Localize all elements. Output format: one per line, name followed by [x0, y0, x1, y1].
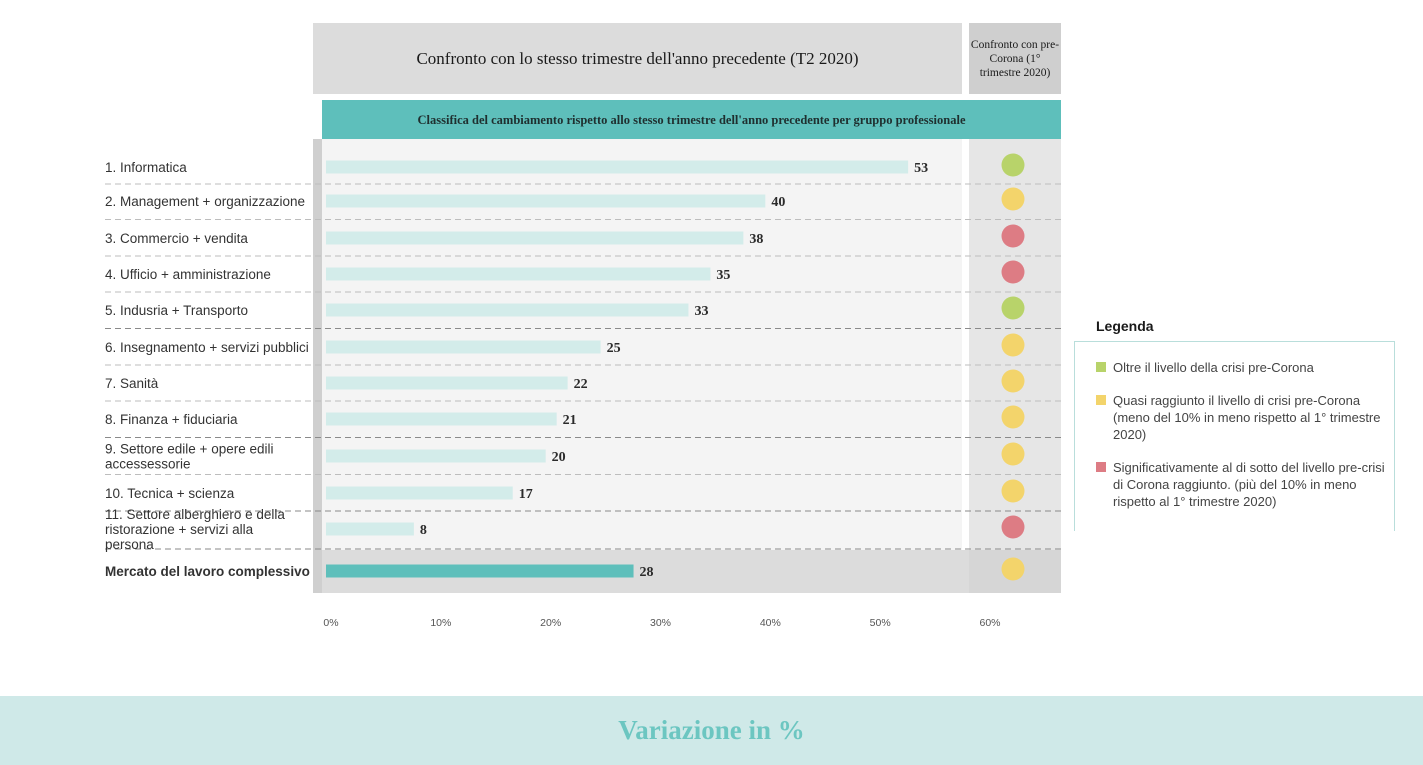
- data-label: 40: [771, 195, 785, 210]
- status-dot: [1001, 333, 1025, 357]
- category-label: 1. Informatica: [105, 160, 187, 175]
- data-label: 35: [716, 268, 730, 283]
- category-label: 11. Settore alberghiero e della ristorazi…: [105, 507, 285, 552]
- category-label: 5. Indusria + Transporto: [105, 303, 248, 318]
- total-label: Mercato del lavoro complessivo: [105, 564, 310, 579]
- status-dot: [1001, 187, 1025, 211]
- x-tick-label: 40%: [760, 617, 781, 629]
- category-label: 10. Tecnica + scienza: [105, 486, 235, 501]
- legend-text: Significativamente al di sotto del livel…: [1113, 460, 1385, 509]
- x-axis-title-band: Variazione in %: [0, 696, 1423, 765]
- x-tick-label: 60%: [979, 617, 1000, 629]
- y-axis-line: [313, 139, 322, 593]
- legend-box: [1074, 341, 1395, 531]
- x-tick-label: 0%: [323, 617, 338, 629]
- bar: [326, 160, 909, 174]
- bar: [326, 340, 601, 354]
- legend-swatch-yellow: [1096, 395, 1106, 405]
- data-label: 17: [519, 487, 533, 502]
- bar: [326, 412, 557, 426]
- bar: [326, 486, 513, 500]
- status-dot: [1001, 557, 1025, 581]
- x-tick-label: 10%: [430, 617, 451, 629]
- x-tick-label: 50%: [870, 617, 891, 629]
- category-label: 2. Management + organizzazione: [105, 194, 305, 209]
- legend-item-yellow: Quasi raggiunto il livello di crisi pre-…: [1096, 392, 1398, 443]
- total-bar: [326, 564, 634, 578]
- chart-subtitle: Classifica del cambiamento rispetto allo…: [322, 100, 1061, 139]
- legend-item-green: Oltre il livello della crisi pre-Corona: [1096, 359, 1398, 376]
- data-label: 28: [640, 565, 654, 580]
- data-label: 20: [552, 450, 566, 465]
- bar: [326, 194, 766, 208]
- bar: [326, 522, 414, 536]
- x-tick-label: 30%: [650, 617, 671, 629]
- x-axis-title: Variazione in %: [618, 715, 805, 745]
- chart-title: Confronto con lo stesso trimestre dell'a…: [313, 23, 962, 94]
- data-label: 22: [574, 377, 588, 392]
- legend-text: Oltre il livello della crisi pre-Corona: [1113, 360, 1314, 375]
- category-label: 3. Commercio + vendita: [105, 231, 248, 246]
- data-label: 21: [563, 413, 577, 428]
- data-label: 25: [607, 341, 621, 356]
- category-label: 6. Insegnamento + servizi pubblici: [105, 340, 309, 355]
- status-dot: [1001, 153, 1025, 177]
- status-dot: [1001, 515, 1025, 539]
- status-dot: [1001, 442, 1025, 466]
- legend-swatch-green: [1096, 362, 1106, 372]
- status-dot: [1001, 296, 1025, 320]
- status-dot: [1001, 479, 1025, 503]
- x-tick-label: 20%: [540, 617, 561, 629]
- category-label: 8. Finanza + fiduciaria: [105, 412, 238, 427]
- category-label: 7. Sanità: [105, 376, 159, 391]
- bar: [326, 231, 744, 245]
- data-label: 8: [420, 523, 427, 538]
- legend-swatch-red: [1096, 462, 1106, 472]
- status-dot: [1001, 405, 1025, 429]
- status-dot: [1001, 224, 1025, 248]
- data-label: 33: [694, 304, 708, 319]
- status-dot: [1001, 260, 1025, 284]
- legend-text: Quasi raggiunto il livello di crisi pre-…: [1113, 393, 1381, 442]
- data-label: 38: [749, 232, 763, 247]
- category-label: 4. Ufficio + amministrazione: [105, 267, 271, 282]
- bar: [326, 376, 568, 390]
- bar: [326, 267, 711, 281]
- bar: [326, 303, 689, 317]
- bar: [326, 449, 546, 463]
- data-label: 53: [914, 161, 928, 176]
- status-dot: [1001, 369, 1025, 393]
- category-label: 9. Settore edile + opere edili accessesso…: [105, 442, 274, 472]
- legend-item-red: Significativamente al di sotto del livel…: [1096, 459, 1398, 510]
- pre-corona-column-header: Confronto con pre-Corona (1° trimestre 2…: [969, 23, 1061, 94]
- legend-title: Legenda: [1096, 318, 1154, 334]
